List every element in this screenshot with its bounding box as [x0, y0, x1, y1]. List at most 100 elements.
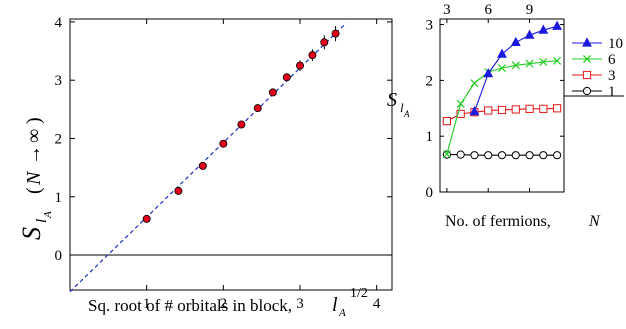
data-point [198, 161, 207, 170]
right-y-sub: l [400, 100, 404, 115]
series-1 [442, 150, 562, 160]
data-point [268, 88, 277, 97]
legend-marker [582, 54, 592, 64]
right-x-tick-label: 3 [443, 2, 451, 18]
legend-marker [582, 37, 592, 47]
x-sub: A [338, 307, 346, 319]
right-y-tick-label: 1 [426, 129, 434, 145]
y-cond-close: ) [23, 117, 45, 124]
right-x-label-text: No. of fermions, [445, 213, 551, 230]
legend-label: 1 [608, 84, 616, 100]
series-marker [525, 59, 534, 68]
data-point [253, 104, 262, 113]
legend-label: 3 [608, 68, 616, 84]
data-point [174, 186, 183, 195]
data-point [219, 139, 228, 148]
series-marker [553, 151, 562, 160]
data-point [295, 61, 304, 70]
series-marker [539, 57, 548, 66]
legend-item-3: 3 [572, 68, 616, 84]
left-ticks: 1 2 3 4 0 1 2 3 4 [55, 15, 392, 312]
series-3 [442, 104, 562, 126]
y-cond-inf: ∞ [23, 129, 45, 143]
left-x-axis-label: Sq. root of # orbitals in block, l A 1/2 [88, 286, 368, 319]
right-series [442, 20, 563, 160]
right-y-tick-label: 3 [426, 18, 434, 34]
series-marker [456, 150, 465, 159]
legend-marker [582, 86, 592, 96]
right-x-axis-label: No. of fermions, N [445, 213, 601, 230]
series-marker [511, 151, 520, 160]
right-y-var: S [387, 89, 397, 111]
x-label-text: Sq. root of # orbitals in block, [88, 296, 292, 315]
legend-item-10: 10 [572, 36, 623, 52]
x-sup: 1/2 [350, 286, 368, 301]
right-x-tick-label: 9 [526, 2, 534, 18]
data-point [320, 38, 329, 47]
y-cond-arrow: → [23, 145, 45, 165]
series-marker [510, 36, 521, 47]
right-y-tick-label: 0 [426, 185, 434, 201]
y-cond-n: N [23, 170, 45, 186]
y-subsub: A [42, 211, 54, 219]
left-x-tick-label: 2 [220, 296, 228, 312]
left-y-tick-label: 1 [55, 190, 63, 206]
series-marker [470, 79, 479, 88]
left-y-tick-label: 4 [55, 15, 63, 31]
right-y-axis-label: S l A [387, 89, 410, 119]
series-marker [539, 104, 548, 113]
y-sub: l [34, 219, 50, 223]
series-marker [524, 29, 535, 39]
series-marker [525, 151, 534, 160]
series-marker [552, 20, 563, 30]
data-point [142, 214, 151, 223]
series-marker [511, 61, 520, 70]
series-marker [525, 104, 534, 113]
series-marker [553, 104, 562, 113]
series-10 [469, 20, 563, 116]
legend-marker [582, 70, 592, 80]
series-marker [538, 24, 549, 34]
y-var: S [17, 227, 46, 240]
series-marker [497, 151, 507, 160]
x-var: l [332, 294, 338, 316]
left-plot-frame [69, 18, 393, 291]
data-point [308, 51, 317, 60]
series-marker [442, 150, 451, 159]
legend-label: 6 [608, 52, 616, 68]
data-point [237, 120, 246, 129]
series-marker [442, 117, 451, 126]
series-marker [497, 48, 507, 58]
series-marker [553, 56, 562, 65]
fit-line [69, 22, 347, 293]
left-y-tick-label: 3 [55, 73, 63, 89]
legend-label: 10 [608, 36, 623, 52]
right-y-tick-label: 2 [426, 73, 434, 89]
series-marker [483, 68, 494, 78]
left-y-tick-label: 0 [55, 248, 63, 264]
series-marker [470, 151, 479, 160]
data-point [282, 73, 291, 82]
left-x-tick-label: 1 [143, 296, 151, 312]
series-marker [469, 105, 480, 116]
left-y-tick-label: 2 [55, 131, 63, 147]
series-marker [539, 151, 548, 160]
series-marker [497, 64, 507, 73]
series-marker [456, 99, 465, 108]
series-marker [456, 109, 465, 118]
left-x-tick-label: 4 [373, 296, 381, 312]
y-cond-open: ( [23, 187, 45, 194]
series-marker [484, 151, 493, 160]
right-plot-frame [439, 18, 565, 193]
data-point [331, 29, 340, 38]
left-panel: 1 2 3 4 0 1 2 3 4 S l A ( N → ∞ ) Sq. root of # … [17, 15, 393, 319]
right-y-subsub: A [403, 109, 410, 119]
legend-item-6: 6 [572, 52, 616, 68]
series-marker [484, 106, 493, 115]
left-data-points [142, 25, 340, 223]
right-ticks: 3 6 9 0 1 2 3 [426, 2, 564, 201]
series-marker [497, 105, 507, 115]
